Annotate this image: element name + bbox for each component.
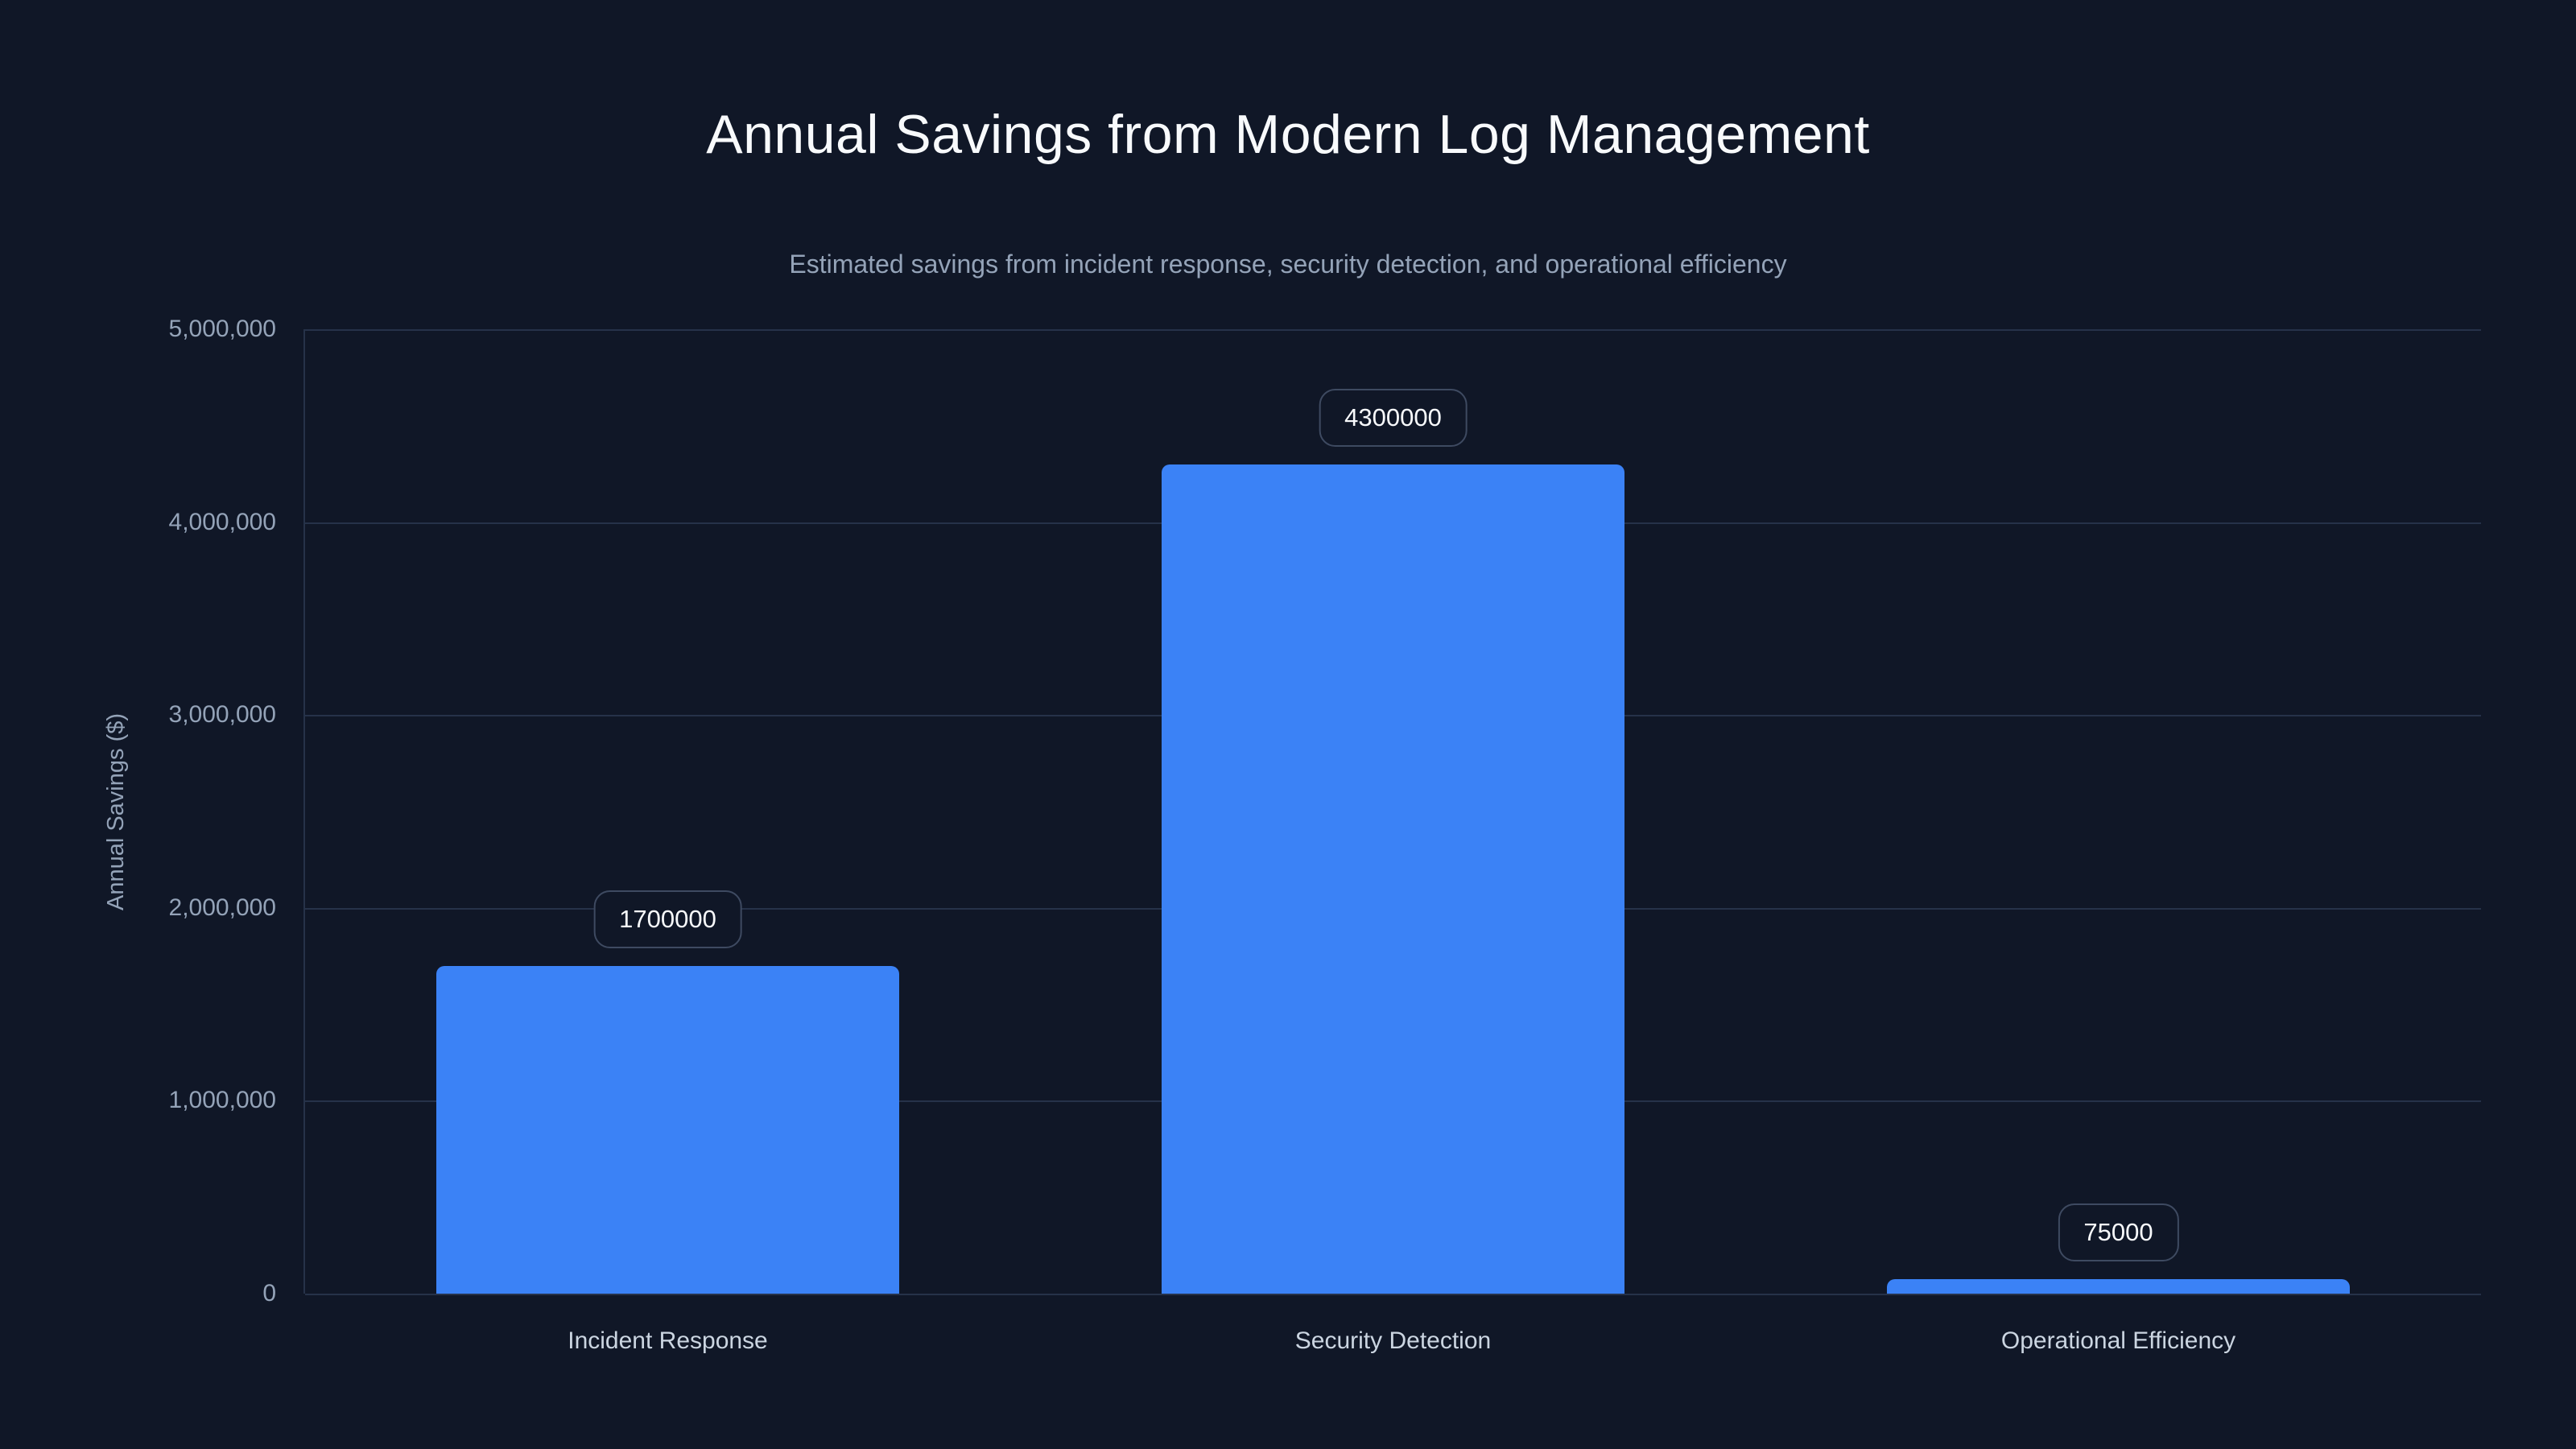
value-label-operational-efficiency: 75000	[2058, 1203, 2179, 1261]
y-tick-label: 2,000,000	[168, 894, 276, 921]
plot-area: 1700000 Incident Response 4300000 Security …	[303, 329, 2481, 1354]
gridline-0	[305, 1294, 2481, 1295]
y-tick-label: 4,000,000	[168, 508, 276, 535]
bar-security-detection	[1162, 464, 1624, 1294]
y-tick-label: 0	[262, 1280, 276, 1307]
y-axis-title-label: Annual Savings ($)	[103, 712, 130, 910]
chart-subtitle: Estimated savings from incident response…	[789, 250, 1787, 279]
bar-incident-response	[436, 966, 899, 1294]
y-tick-label: 5,000,000	[168, 316, 276, 342]
bar-operational-efficiency	[1887, 1279, 2350, 1294]
y-tick-label: 1,000,000	[168, 1087, 276, 1114]
value-label-security-detection: 4300000	[1319, 389, 1468, 447]
gridline-5000000	[305, 329, 2481, 331]
value-label-incident-response: 1700000	[593, 890, 742, 948]
x-tick-label-operational-efficiency: Operational Efficiency	[2000, 1327, 2236, 1354]
x-tick-label-security-detection: Security Detection	[1294, 1327, 1492, 1354]
y-tick-label: 3,000,000	[168, 701, 276, 729]
chart-title: Annual Savings from Modern Log Managemen…	[706, 104, 1870, 165]
x-tick-label-incident-response: Incident Response	[568, 1327, 768, 1354]
